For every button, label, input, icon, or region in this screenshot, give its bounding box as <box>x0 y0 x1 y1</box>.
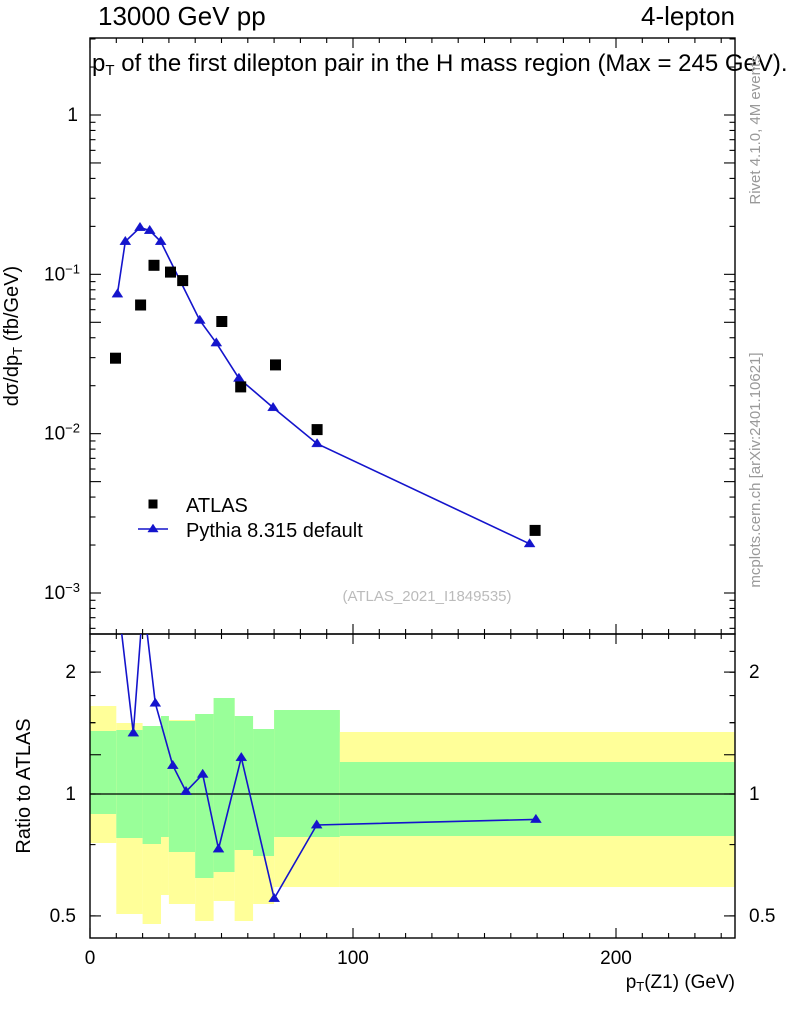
svg-text:200: 200 <box>600 948 632 969</box>
svg-text:dσ/dpT (fb/GeV): dσ/dpT (fb/GeV) <box>1 266 25 406</box>
svg-text:0: 0 <box>85 948 96 969</box>
svg-text:ATLAS: ATLAS <box>186 495 248 517</box>
svg-text:4-lepton: 4-lepton <box>641 1 735 31</box>
svg-text:2: 2 <box>749 662 760 683</box>
svg-text:Ratio to ATLAS: Ratio to ATLAS <box>13 718 35 853</box>
svg-text:(ATLAS_2021_I1849535): (ATLAS_2021_I1849535) <box>342 588 511 605</box>
svg-text:1: 1 <box>65 784 76 805</box>
svg-text:0.5: 0.5 <box>50 906 76 927</box>
svg-text:mcplots.cern.ch [arXiv:2401.10: mcplots.cern.ch [arXiv:2401.10621] <box>747 352 764 587</box>
svg-text:pT of the first dilepton pair: pT of the first dilepton pair in the H m… <box>92 50 786 79</box>
svg-text:Rivet 4.1.0, 4M events: Rivet 4.1.0, 4M events <box>747 55 764 204</box>
svg-text:1: 1 <box>67 105 78 126</box>
svg-text:Pythia 8.315 default: Pythia 8.315 default <box>186 520 363 542</box>
svg-text:0.5: 0.5 <box>749 906 775 927</box>
svg-text:13000 GeV pp: 13000 GeV pp <box>98 1 266 31</box>
svg-text:100: 100 <box>337 948 369 969</box>
svg-text:2: 2 <box>65 662 76 683</box>
svg-text:1: 1 <box>749 784 760 805</box>
